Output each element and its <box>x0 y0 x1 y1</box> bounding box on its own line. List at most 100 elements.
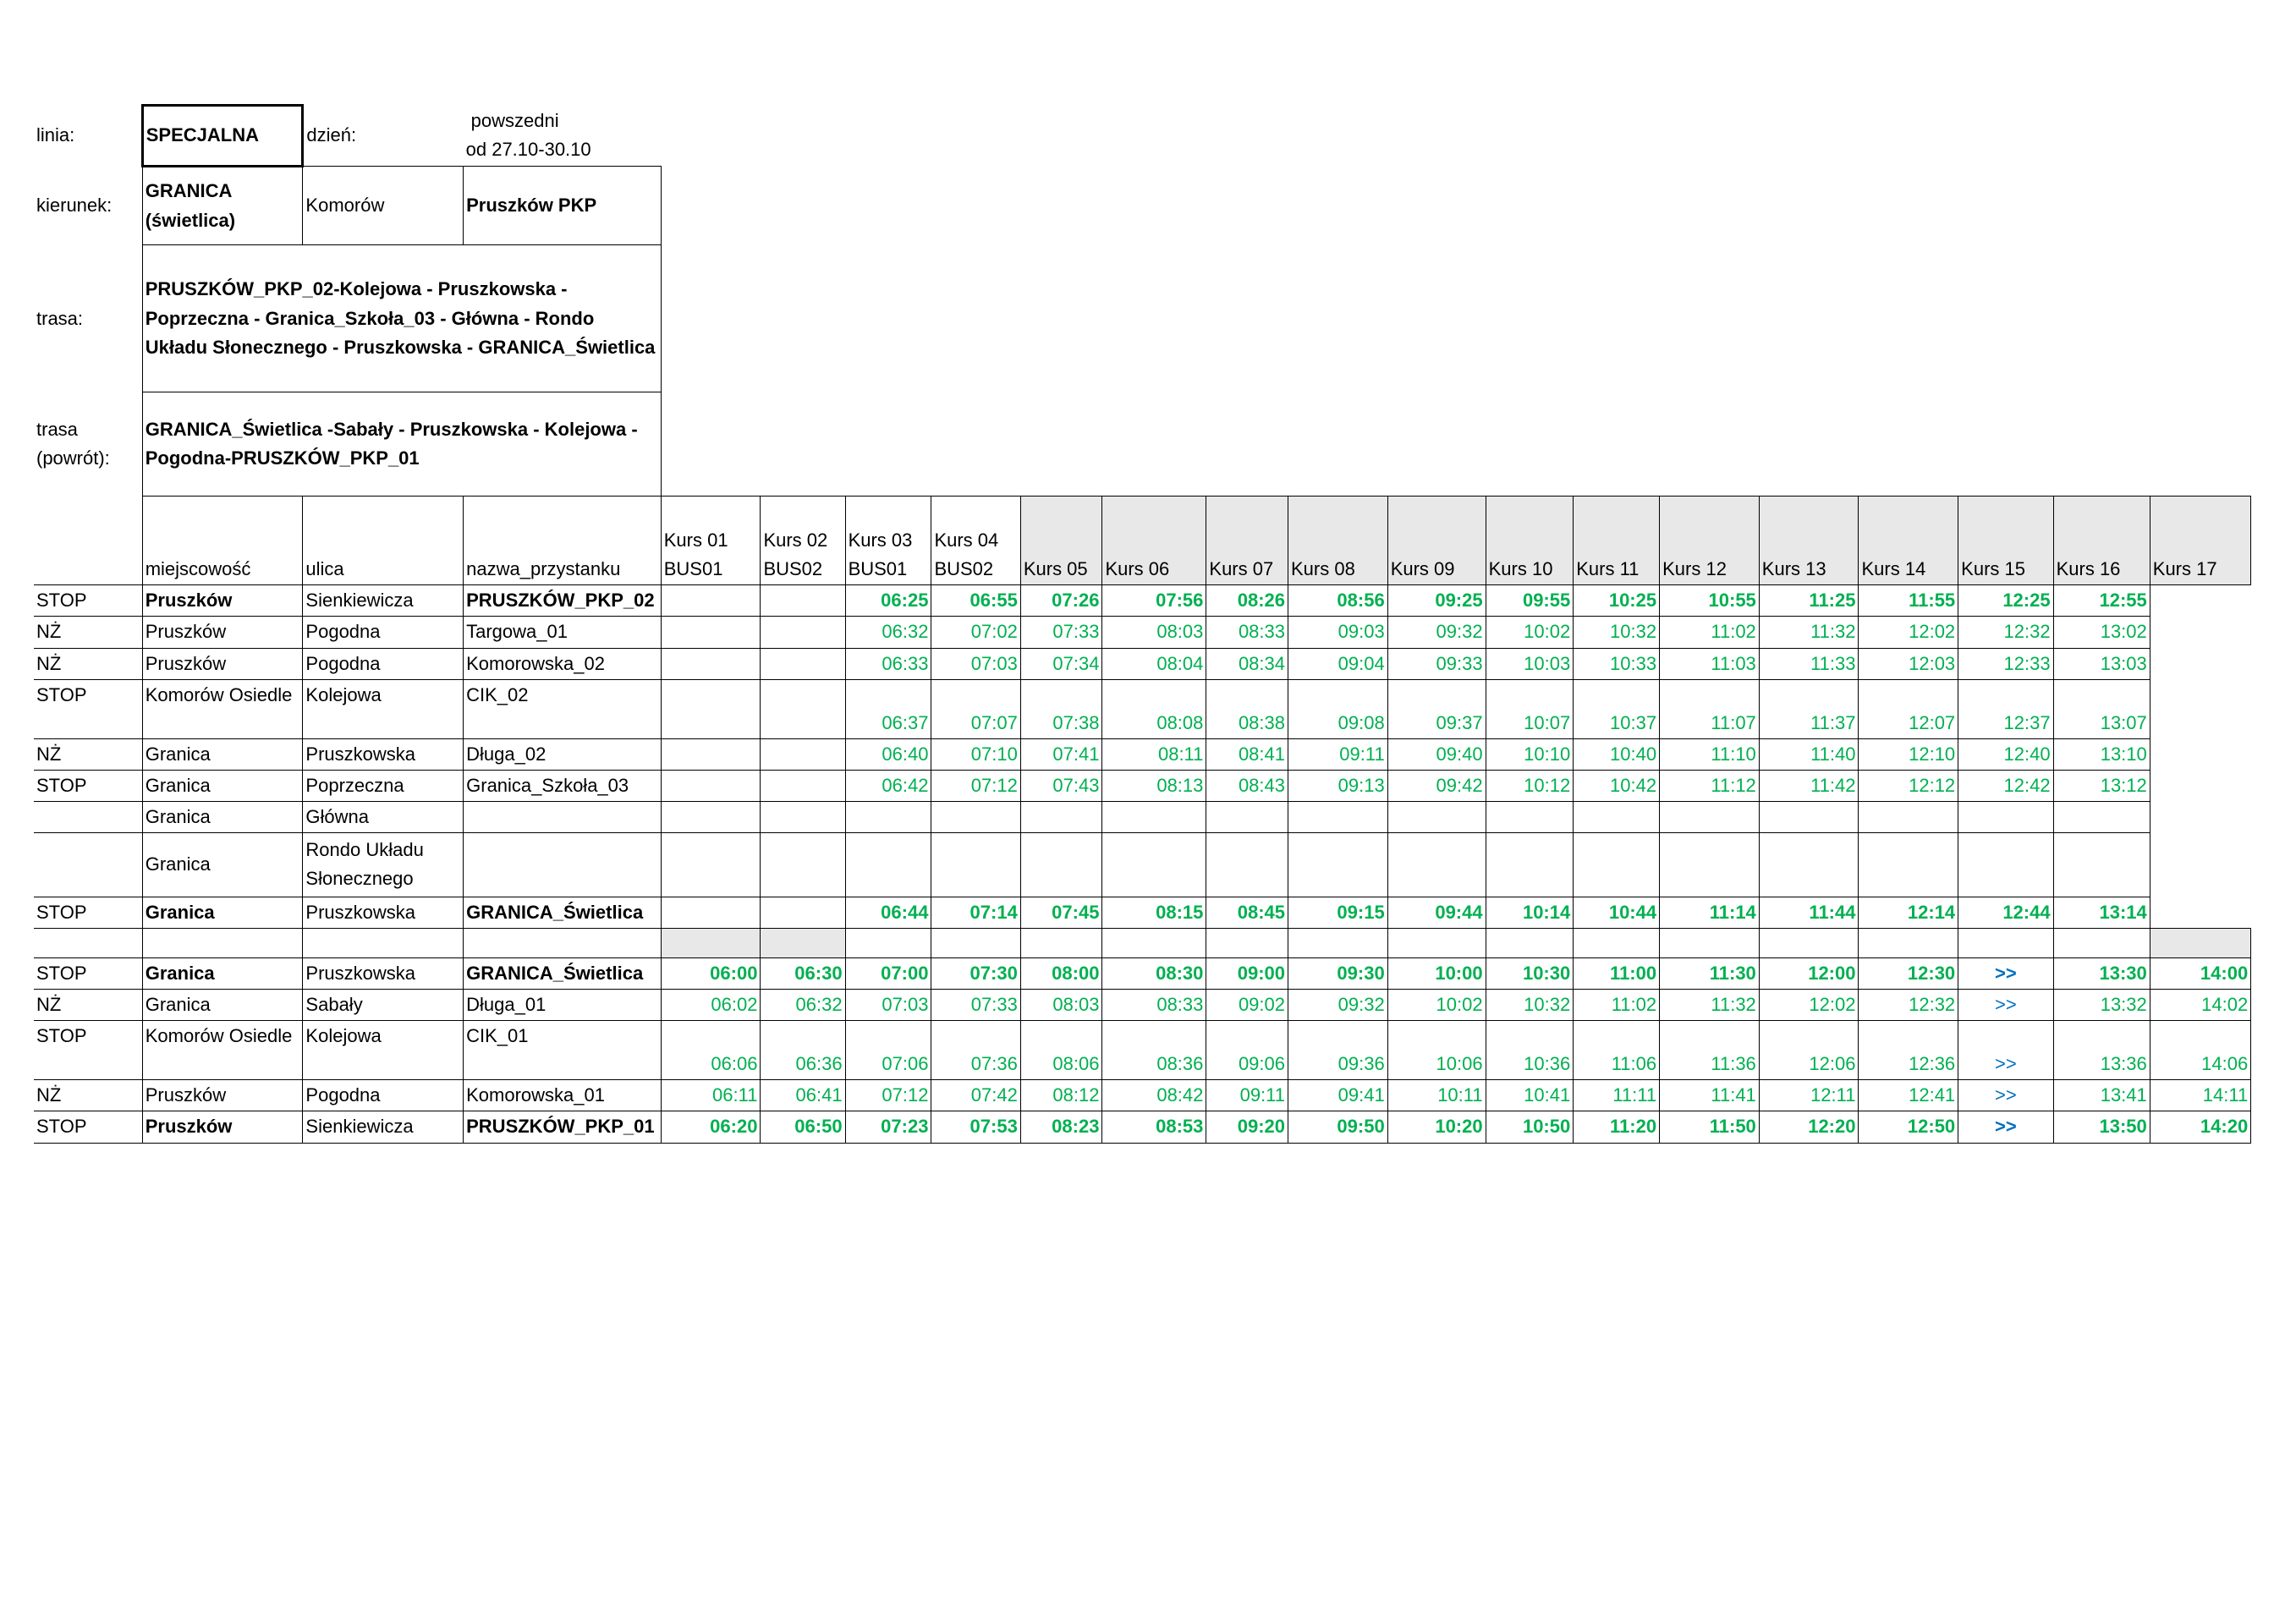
departure-time: 06:37 <box>844 678 932 739</box>
empty-cell <box>34 927 143 958</box>
departure-time <box>1659 832 1760 897</box>
departure-time <box>2150 770 2250 801</box>
empty-cell <box>1486 245 1574 392</box>
departure-time: 14:00 <box>2149 957 2252 990</box>
departure-time: >> <box>1958 1020 2054 1081</box>
empty-cell <box>931 927 1021 958</box>
stop-name: Długa_01 <box>463 988 662 1022</box>
empty-cell <box>1660 106 1760 167</box>
course-header: Kurs 13 <box>1758 495 1859 586</box>
town: Granica <box>141 738 304 771</box>
town: Komorów Osiedle <box>141 1020 304 1081</box>
stop-type: NŻ <box>34 988 143 1022</box>
departure-time: 09:55 <box>1485 584 1574 617</box>
empty-cell <box>1288 392 1388 497</box>
table-row: STOP Pruszków Sienkiewicza PRUSZKÓW_PKP_01 0… <box>34 1111 2252 1144</box>
departure-time <box>1101 801 1207 834</box>
departure-time: 08:00 <box>1019 957 1103 990</box>
departure-time: 06:55 <box>931 584 1021 617</box>
stop-type: NŻ <box>34 647 143 680</box>
departure-time <box>1485 832 1574 897</box>
departure-time: 09:50 <box>1288 1111 1388 1144</box>
departure-time: 06:32 <box>844 616 932 649</box>
empty-cell <box>2149 927 2252 958</box>
stop-type: STOP <box>34 1111 143 1144</box>
departure-time: 11:07 <box>1659 678 1760 739</box>
empty-cell <box>463 927 662 958</box>
departure-time <box>1288 801 1388 834</box>
departure-time: 07:02 <box>931 616 1021 649</box>
departure-time: 12:25 <box>1958 584 2054 617</box>
departure-time: 13:41 <box>2052 1079 2150 1112</box>
departure-time: 06:32 <box>760 988 846 1022</box>
departure-time <box>1019 801 1103 834</box>
empty-cell <box>1102 392 1206 497</box>
departure-time <box>1958 801 2054 834</box>
empty-cell <box>1387 167 1486 245</box>
direction: GRANICA (świetlica) <box>141 166 304 246</box>
empty-cell <box>1288 167 1388 245</box>
departure-time: 08:45 <box>1206 896 1288 929</box>
departure-time: 06:33 <box>844 647 932 680</box>
course-header: Kurs 02 BUS02 <box>760 495 846 586</box>
empty-cell <box>845 245 931 392</box>
stop-type <box>34 832 143 897</box>
departure-time: 06:20 <box>660 1111 761 1144</box>
departure-time: 06:02 <box>660 988 761 1022</box>
departure-time: 13:14 <box>2052 896 2150 929</box>
departure-time <box>1101 832 1207 897</box>
departure-time: 08:26 <box>1206 584 1288 617</box>
departure-time: 07:03 <box>844 988 932 1022</box>
departure-time <box>760 801 846 834</box>
town: Granica <box>141 988 304 1022</box>
course-name: Kurs 17 <box>2152 558 2217 580</box>
empty-cell <box>1574 167 1660 245</box>
departure-time: 06:36 <box>760 1020 846 1081</box>
departure-time: 10:12 <box>1485 769 1574 803</box>
departure-time <box>1758 832 1859 897</box>
departure-time: 09:11 <box>1288 738 1388 771</box>
empty-cell <box>1660 167 1760 245</box>
empty-cell <box>1019 927 1103 958</box>
empty-cell <box>661 167 761 245</box>
departure-time: 10:14 <box>1485 896 1574 929</box>
departure-time: 07:06 <box>844 1020 932 1081</box>
departure-time <box>1288 832 1388 897</box>
day-type: powszedni <box>470 109 559 131</box>
course-name: Kurs 07 <box>1209 558 1274 580</box>
empty-cell <box>1387 245 1486 392</box>
stop-name: Komorowska_02 <box>463 647 662 680</box>
stop-type: NŻ <box>34 616 143 649</box>
departure-time: 09:02 <box>1206 988 1288 1022</box>
departure-time: 11:12 <box>1659 769 1760 803</box>
empty-cell <box>1958 392 2053 497</box>
departure-time: 10:37 <box>1573 678 1661 739</box>
empty-cell <box>2053 106 2150 167</box>
stop-type: STOP <box>34 957 143 990</box>
departure-time: 10:02 <box>1387 988 1486 1022</box>
table-row: NŻ Granica Sabały Długa_01 06:02 06:32 07:03 07… <box>34 988 2252 1022</box>
course-header: Kurs 04 BUS02 <box>931 495 1021 586</box>
departure-time: 11:30 <box>1659 957 1760 990</box>
empty-cell <box>1859 106 1958 167</box>
label: kierunek: <box>36 195 113 217</box>
departure-time: 08:38 <box>1206 678 1288 739</box>
empty-cell <box>845 106 931 167</box>
town: Pruszków <box>141 647 304 680</box>
table-row: trasa (powrót): GRANICA_Świetlica -Sabały… <box>34 392 2251 497</box>
empty-cell <box>1859 245 1958 392</box>
departure-time: 11:32 <box>1758 616 1859 649</box>
departure-time: 10:03 <box>1485 647 1574 680</box>
departure-time: 08:15 <box>1101 896 1207 929</box>
empty-cell <box>761 167 845 245</box>
departure-time <box>1387 801 1486 834</box>
departure-time: 06:11 <box>660 1079 761 1112</box>
table-row: STOP Granica Pruszkowska GRANICA_Świetlica 0… <box>34 896 2251 929</box>
stop-name: Granica_Szkoła_03 <box>463 769 662 803</box>
departure-time <box>2052 832 2150 897</box>
stop-name: Targowa_01 <box>463 616 662 649</box>
empty-cell <box>1020 106 1102 167</box>
departure-time: 11:20 <box>1573 1111 1661 1144</box>
street: Pogodna <box>302 616 464 649</box>
departure-time: 10:06 <box>1387 1020 1486 1081</box>
